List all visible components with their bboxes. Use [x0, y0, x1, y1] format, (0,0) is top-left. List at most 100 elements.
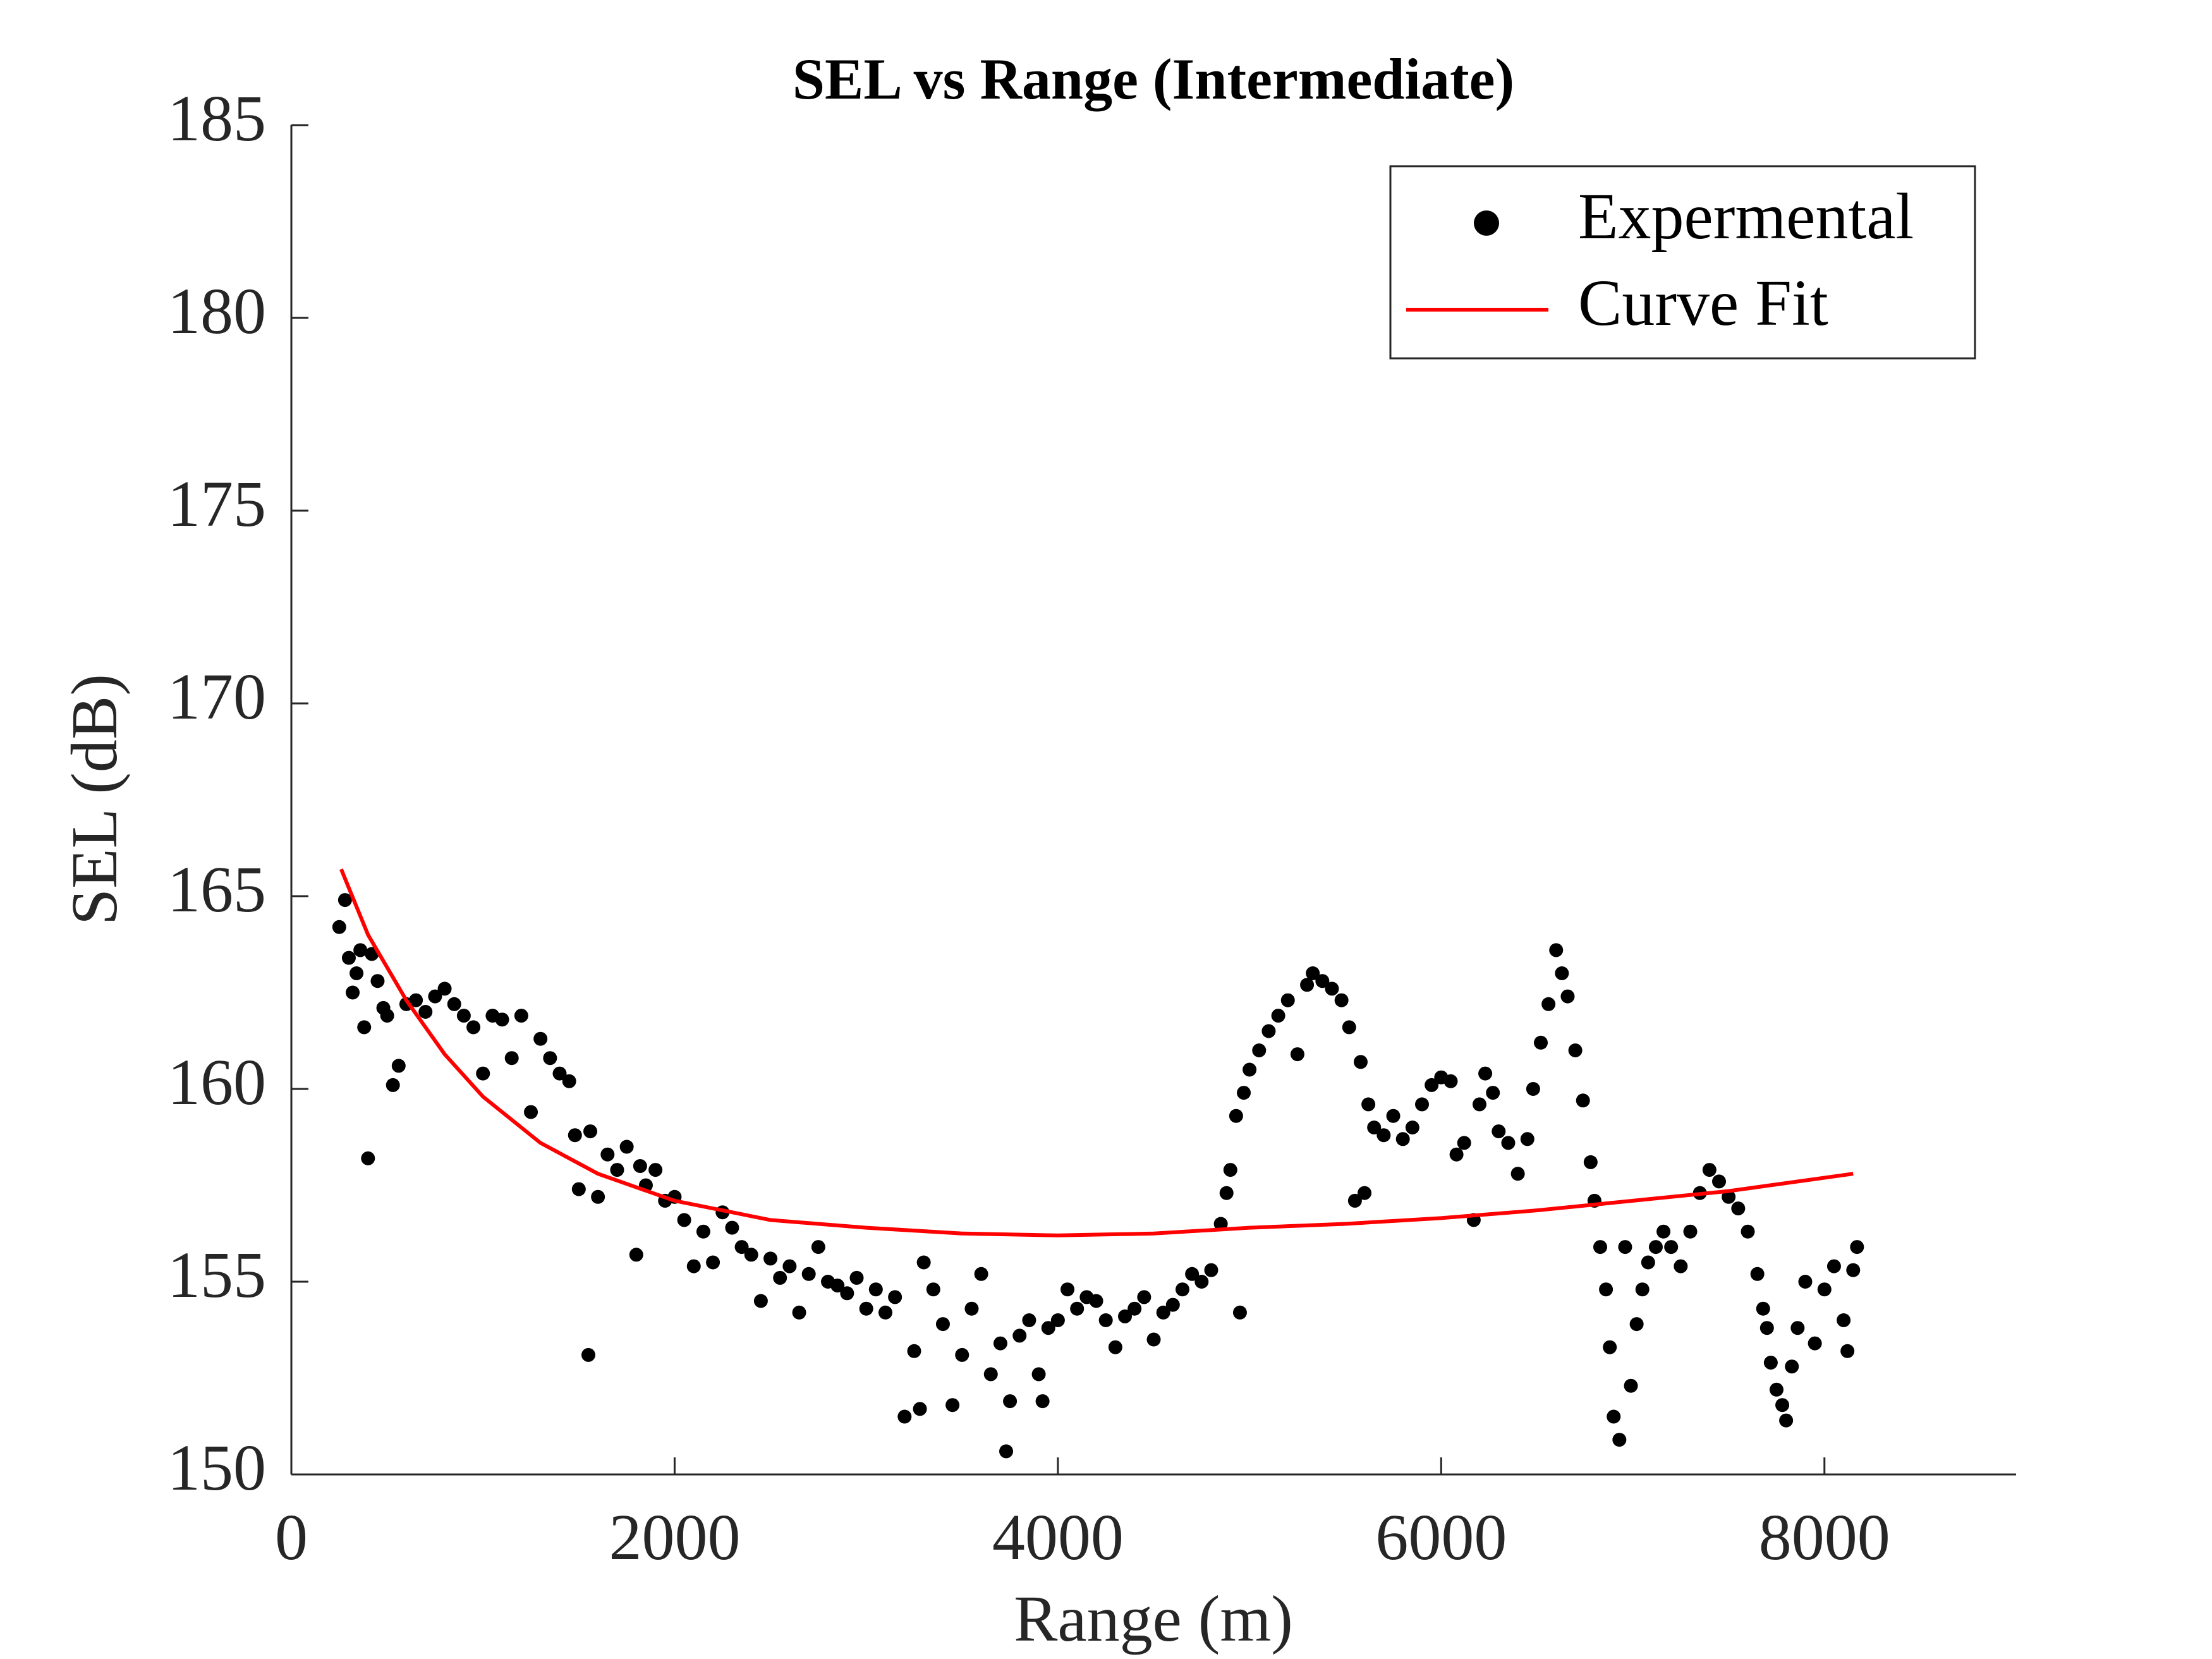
- data-point: [1850, 1240, 1864, 1255]
- data-point: [955, 1347, 969, 1362]
- data-point: [1395, 1132, 1410, 1146]
- data-point: [361, 1151, 375, 1165]
- data-point: [409, 993, 423, 1007]
- data-point: [1367, 1121, 1382, 1134]
- data-point: [916, 1255, 931, 1270]
- data-point: [610, 1163, 624, 1177]
- x-tick-label: 6000: [1375, 1501, 1507, 1574]
- x-tick-label: 2000: [609, 1501, 740, 1574]
- data-point: [1443, 1074, 1458, 1088]
- data-point: [1449, 1147, 1464, 1162]
- data-point: [1568, 1043, 1583, 1057]
- data-point: [1501, 1136, 1516, 1150]
- data-point: [753, 1294, 768, 1308]
- data-point: [1237, 1086, 1251, 1100]
- data-point: [1376, 1128, 1391, 1143]
- data-point: [1641, 1255, 1655, 1270]
- data-point: [1089, 1294, 1103, 1308]
- data-point: [849, 1270, 864, 1285]
- data-point: [1593, 1240, 1608, 1255]
- data-point: [1837, 1313, 1851, 1327]
- data-point: [868, 1282, 883, 1297]
- y-tick-label: 150: [167, 1431, 266, 1504]
- data-point: [1243, 1062, 1257, 1077]
- data-point: [1108, 1340, 1122, 1354]
- data-point: [1817, 1282, 1832, 1297]
- data-point: [1785, 1359, 1799, 1374]
- y-tick-label: 185: [167, 82, 266, 155]
- data-point: [830, 1279, 845, 1293]
- data-point: [964, 1301, 979, 1316]
- data-point: [1252, 1043, 1267, 1057]
- data-point: [466, 1020, 481, 1035]
- data-point: [1712, 1174, 1727, 1189]
- data-point: [591, 1189, 605, 1204]
- data-point: [1300, 978, 1315, 992]
- data-point: [1334, 993, 1349, 1007]
- data-point: [386, 1078, 400, 1092]
- data-point: [552, 1066, 567, 1081]
- data-point: [629, 1248, 643, 1262]
- data-point: [1386, 1109, 1401, 1123]
- data-point: [1347, 1193, 1362, 1208]
- y-tick-label: 160: [167, 1046, 266, 1119]
- data-point: [600, 1147, 615, 1162]
- data-point: [677, 1213, 691, 1227]
- data-point: [476, 1066, 490, 1081]
- data-point: [1156, 1305, 1170, 1320]
- data-point: [1232, 1305, 1247, 1320]
- data-point: [1808, 1336, 1822, 1351]
- data-point: [1306, 966, 1320, 980]
- data-point: [562, 1074, 576, 1088]
- data-point: [1012, 1328, 1027, 1343]
- data-point: [935, 1317, 950, 1332]
- data-point: [1520, 1132, 1534, 1146]
- data-point: [1478, 1066, 1493, 1081]
- data-point: [734, 1240, 749, 1255]
- data-point: [332, 920, 346, 934]
- data-point: [1315, 974, 1330, 988]
- data-point: [1560, 989, 1575, 1004]
- data-point: [1763, 1356, 1778, 1370]
- data-point: [1415, 1097, 1430, 1112]
- x-tick-label: 0: [275, 1501, 308, 1574]
- data-point: [1722, 1189, 1736, 1204]
- data-point: [1213, 1217, 1228, 1231]
- data-point: [706, 1255, 720, 1270]
- data-point: [1271, 1009, 1285, 1023]
- data-point: [648, 1163, 663, 1177]
- data-point: [1280, 993, 1295, 1007]
- data-point: [1361, 1097, 1376, 1112]
- data-point: [456, 1009, 471, 1023]
- data-point: [1555, 966, 1569, 980]
- data-point: [1031, 1367, 1046, 1382]
- legend-box: [1389, 165, 1976, 360]
- data-point: [1549, 943, 1564, 957]
- data-point: [1599, 1282, 1613, 1297]
- data-point: [1603, 1340, 1617, 1354]
- data-point: [418, 1005, 433, 1019]
- y-tick-label: 155: [167, 1239, 266, 1311]
- data-point: [533, 1031, 548, 1046]
- data-point: [1612, 1433, 1627, 1447]
- data-point: [945, 1398, 960, 1413]
- data-point: [1165, 1297, 1180, 1312]
- x-axis-label: Range (m): [1014, 1583, 1293, 1655]
- data-point: [1219, 1186, 1234, 1200]
- data-point: [349, 966, 364, 980]
- data-point: [1846, 1263, 1861, 1277]
- data-point: [341, 951, 356, 965]
- data-point: [437, 981, 452, 996]
- data-point: [782, 1259, 797, 1273]
- legend-label: Expermental: [1578, 180, 1914, 253]
- data-point: [1790, 1321, 1805, 1335]
- y-axis-label: SEL (dB): [58, 674, 131, 925]
- x-tick-label: 8000: [1759, 1501, 1890, 1574]
- data-point: [1534, 1035, 1548, 1050]
- data-point: [1664, 1240, 1679, 1255]
- data-point: [571, 1182, 586, 1196]
- data-point: [1060, 1282, 1075, 1297]
- data-point: [773, 1270, 787, 1285]
- data-point: [619, 1139, 634, 1154]
- data-point: [744, 1248, 758, 1262]
